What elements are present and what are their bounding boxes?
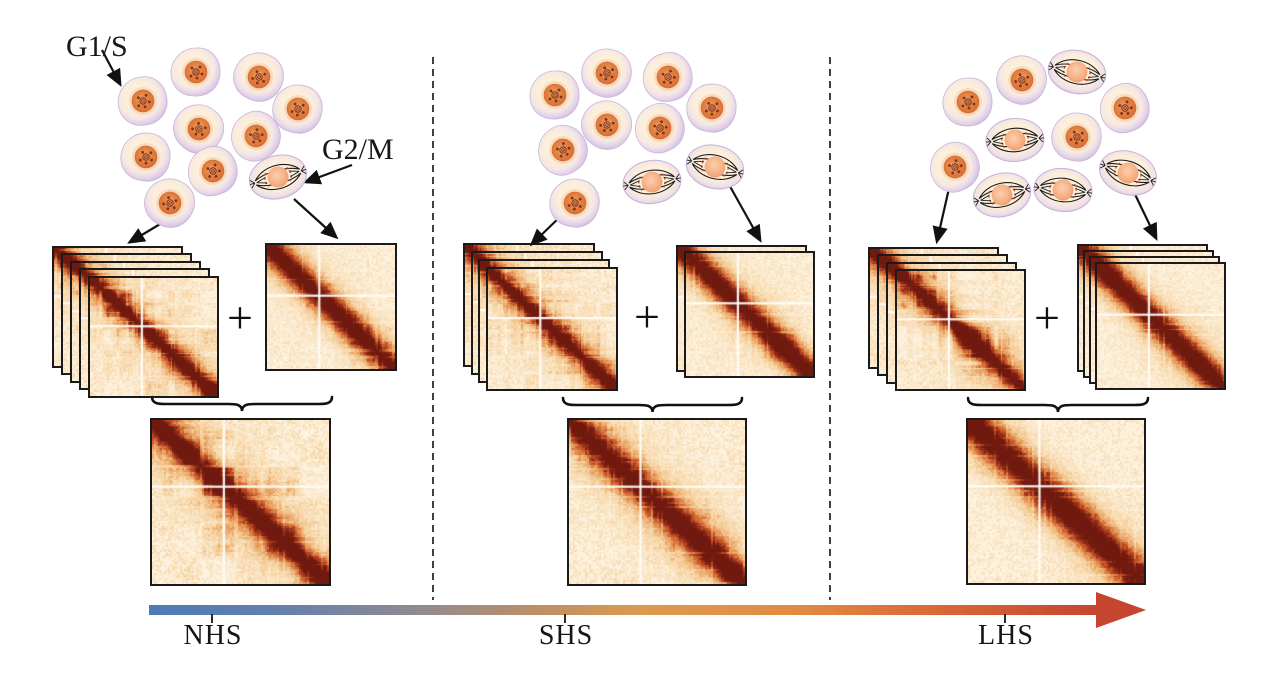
axis-label-nhs: NHS [183, 620, 243, 651]
plus-sign: + [1034, 292, 1060, 343]
hic-matrix-g2m-layer [1095, 262, 1226, 390]
hic-matrix-combined [567, 418, 747, 586]
panel-divider [432, 57, 434, 600]
hic-matrix-combined [150, 418, 331, 586]
hic-matrix-g1s-layer [895, 269, 1026, 392]
hic-matrix-g1s-layer [485, 267, 618, 391]
arrowhead-icon [1096, 592, 1146, 628]
axis-tick [564, 614, 566, 623]
axis-tick [1004, 614, 1006, 623]
plus-sign: + [634, 291, 660, 342]
hic-matrix-g1s-layer [88, 275, 219, 398]
hic-matrix-g2m-layer [265, 243, 397, 371]
panel-divider [829, 57, 831, 600]
g1s-phase-label: G1/S [66, 30, 128, 63]
hic-matrix-g2m-layer [684, 251, 815, 378]
hic-matrix-combined [966, 418, 1146, 585]
axis-label-shs: SHS [538, 620, 594, 651]
axis-tick [211, 614, 213, 623]
axis-label-lhs: LHS [978, 620, 1034, 651]
g2m-phase-label: G2/M [322, 133, 394, 166]
stress-gradient-bar [149, 605, 1099, 615]
plus-sign: + [227, 292, 253, 343]
